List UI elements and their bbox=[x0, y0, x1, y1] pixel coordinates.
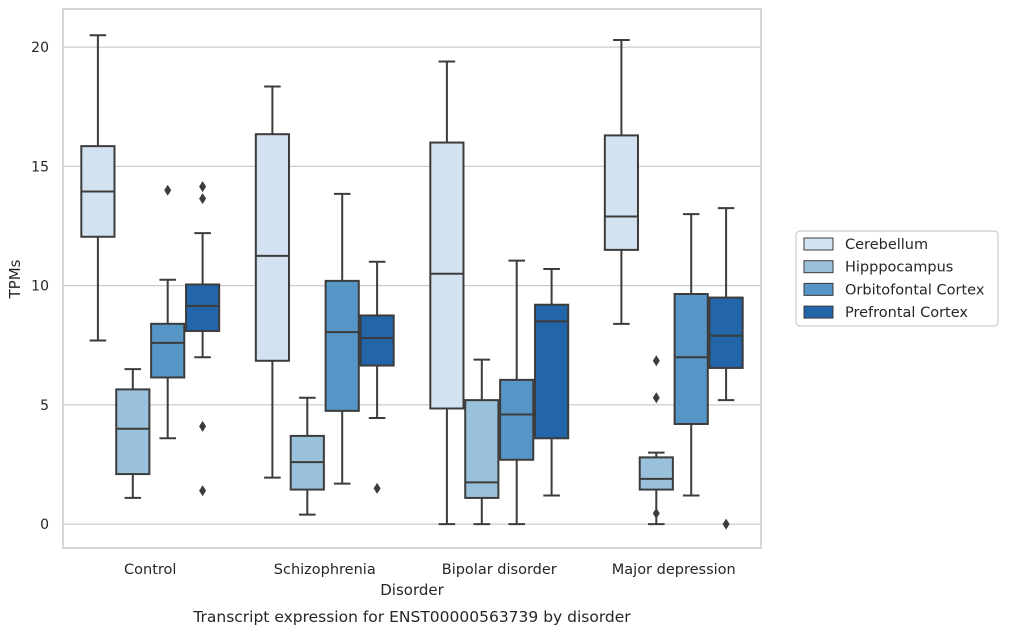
y-tick-label: 5 bbox=[40, 398, 49, 414]
x-ticks: Control Schizophrenia Bipolar disorder Majo… bbox=[124, 562, 736, 578]
box-iqr bbox=[324, 279, 360, 412]
outlier-point bbox=[373, 482, 381, 494]
box-hipppocampus-2 bbox=[464, 358, 500, 526]
box-iqr bbox=[115, 388, 151, 476]
legend: Cerebellum Hipppocampus Orbitofontal Corte… bbox=[795, 230, 999, 327]
box-orbitofontal-cortex-3 bbox=[673, 213, 709, 497]
box-prefrontal-cortex-1 bbox=[359, 260, 395, 494]
box-iqr bbox=[429, 141, 465, 410]
outlier-point bbox=[652, 355, 660, 367]
outlier-point bbox=[199, 485, 207, 497]
box-iqr bbox=[603, 134, 639, 251]
box-orbitofontal-cortex-2 bbox=[499, 259, 535, 526]
x-tick-label: Bipolar disorder bbox=[442, 562, 557, 578]
box-iqr bbox=[499, 378, 535, 461]
box-cerebellum-2 bbox=[429, 60, 465, 526]
y-tick-label: 20 bbox=[31, 40, 49, 56]
outlier-point bbox=[199, 181, 207, 193]
outlier-point bbox=[199, 420, 207, 432]
box-hipppocampus-3 bbox=[638, 355, 674, 526]
box-prefrontal-cortex-3 bbox=[708, 207, 744, 530]
box-iqr bbox=[673, 293, 709, 425]
x-tick-label: Schizophrenia bbox=[274, 562, 376, 578]
box-hipppocampus-1 bbox=[289, 396, 325, 516]
outlier-point bbox=[199, 193, 207, 205]
box-orbitofontal-cortex-0 bbox=[150, 184, 186, 440]
plot-frame bbox=[62, 8, 762, 549]
legend-swatch bbox=[803, 260, 834, 274]
outlier-point bbox=[722, 518, 730, 530]
outlier-point bbox=[652, 392, 660, 404]
box-iqr bbox=[185, 283, 221, 332]
box-iqr bbox=[534, 303, 570, 440]
y-axis-label: TPMs bbox=[6, 259, 24, 299]
legend-swatch bbox=[803, 237, 834, 251]
legend-label: Prefrontal Cortex bbox=[845, 305, 968, 321]
box-iqr bbox=[638, 456, 674, 491]
legend-label: Cerebellum bbox=[845, 237, 928, 253]
box-cerebellum-1 bbox=[254, 85, 290, 479]
box-cerebellum-3 bbox=[603, 39, 639, 325]
legend-items: Cerebellum Hipppocampus Orbitofontal Corte… bbox=[803, 237, 985, 321]
outlier-point bbox=[652, 507, 660, 519]
x-axis-label: Disorder bbox=[380, 581, 444, 599]
box-iqr bbox=[708, 296, 744, 369]
box-prefrontal-cortex-2 bbox=[534, 267, 570, 497]
y-tick-label: 15 bbox=[31, 159, 49, 175]
grid-lines bbox=[63, 46, 761, 525]
box-iqr bbox=[254, 133, 290, 362]
box-iqr bbox=[150, 322, 186, 379]
box-orbitofontal-cortex-1 bbox=[324, 192, 360, 485]
y-ticks: 0 5 10 15 20 bbox=[31, 40, 49, 533]
box-hipppocampus-0 bbox=[115, 368, 151, 499]
y-tick-label: 0 bbox=[40, 517, 49, 533]
box-iqr bbox=[359, 314, 395, 367]
legend-swatch bbox=[803, 305, 834, 319]
box-groups bbox=[80, 34, 744, 530]
legend-label: Hipppocampus bbox=[845, 260, 953, 276]
legend-label: Orbitofontal Cortex bbox=[845, 282, 985, 298]
box-cerebellum-0 bbox=[80, 34, 116, 342]
chart-caption: Transcript expression for ENST0000056373… bbox=[192, 608, 631, 626]
outlier-point bbox=[164, 184, 172, 196]
x-tick-label: Major depression bbox=[612, 562, 736, 578]
legend-swatch bbox=[803, 282, 834, 296]
legend-frame bbox=[795, 230, 999, 327]
box-prefrontal-cortex-0 bbox=[185, 181, 221, 497]
x-tick-label: Control bbox=[124, 562, 176, 578]
y-tick-label: 10 bbox=[31, 279, 49, 295]
